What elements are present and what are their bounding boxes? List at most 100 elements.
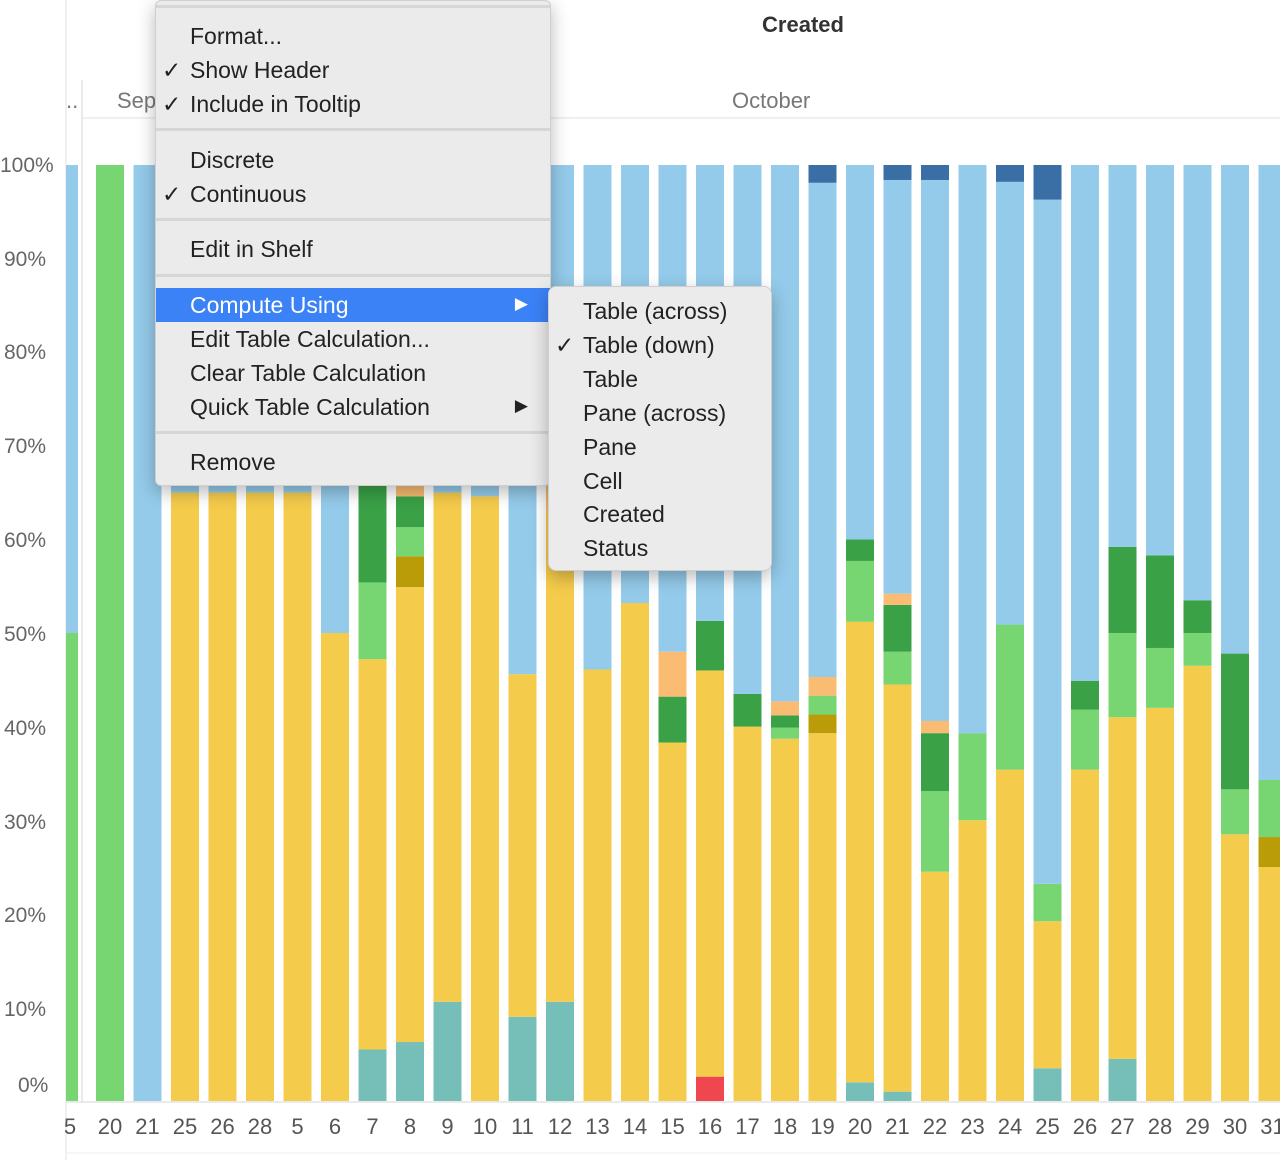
bar-segment-yellow[interactable]	[658, 742, 687, 1101]
menu-item-show-header[interactable]: ✓ Show Header	[162, 57, 330, 83]
bar-segment-teal[interactable]	[396, 1042, 424, 1101]
bar-segment-yellow[interactable]	[771, 738, 799, 1101]
bar-segment-yellow[interactable]	[1258, 867, 1280, 1101]
month-label-truncated[interactable]: ..	[66, 88, 79, 113]
month-label-september[interactable]: Sep	[117, 88, 157, 113]
bar-segment-dark-blue[interactable]	[1033, 165, 1062, 200]
bar-segment-yellow[interactable]	[621, 603, 649, 1101]
bar-segment-dark-blue[interactable]	[921, 165, 949, 180]
submenu-item-cell[interactable]: Cell	[583, 468, 623, 494]
submenu-item-status[interactable]: Status	[583, 535, 649, 561]
bar-segment-light-blue[interactable]	[846, 165, 874, 540]
bar-segment-orange[interactable]	[883, 593, 912, 605]
bar-segment-light-green[interactable]	[1221, 789, 1249, 835]
menu-item-continuous[interactable]: ✓ Continuous	[162, 181, 307, 207]
bar-segment-green[interactable]	[1146, 555, 1174, 648]
bar-segment-green[interactable]	[358, 484, 387, 583]
bar-segment-light-green[interactable]	[996, 624, 1024, 770]
menu-item-compute-using[interactable]: Compute Using ▶	[156, 288, 550, 322]
bar-segment-yellow[interactable]	[696, 670, 724, 1077]
bar-segment-green[interactable]	[883, 604, 912, 652]
bar-segment-yellow[interactable]	[246, 492, 274, 1102]
bar-segment-yellow[interactable]	[433, 492, 462, 1002]
bar-segment-light-blue[interactable]	[883, 179, 912, 594]
bar-segment-teal[interactable]	[846, 1082, 874, 1101]
bar-segment-orange[interactable]	[396, 486, 424, 497]
bar-segment-light-green[interactable]	[771, 727, 799, 739]
bar-segment-yellow[interactable]	[1183, 665, 1212, 1101]
bar-segment-green[interactable]	[1183, 600, 1212, 633]
submenu-item-pane-across[interactable]: Pane (across)	[583, 400, 727, 426]
bar-segment-light-green[interactable]	[846, 560, 874, 622]
menu-item-format[interactable]: Format...	[190, 23, 283, 49]
bar-segment-orange[interactable]	[808, 676, 837, 696]
submenu-item-table-across[interactable]: Table (across)	[583, 298, 728, 324]
menu-item-edit-in-shelf[interactable]: Edit in Shelf	[190, 236, 313, 262]
bar-segment-dark-blue[interactable]	[808, 165, 837, 183]
bar-segment-yellow[interactable]	[471, 496, 499, 1101]
submenu-item-pane[interactable]: Pane	[583, 434, 637, 460]
bar-segment-teal[interactable]	[433, 1001, 462, 1101]
bar-segment-light-blue[interactable]	[921, 179, 949, 721]
bar-segment-yellow[interactable]	[1071, 769, 1099, 1101]
bar-segment-orange[interactable]	[771, 701, 799, 716]
bar-segment-green[interactable]	[658, 696, 687, 743]
bar-segment-red[interactable]	[696, 1076, 724, 1101]
bar-segment-yellow[interactable]	[733, 726, 762, 1101]
bar-segment-yellow[interactable]	[1108, 717, 1137, 1059]
bar-segment-light-blue[interactable]	[1033, 199, 1062, 884]
menu-item-include-in-tooltip[interactable]: ✓ Include in Tooltip	[162, 91, 361, 117]
bar-segment-yellow[interactable]	[808, 733, 837, 1101]
bar-segment-teal[interactable]	[1108, 1058, 1137, 1101]
menu-item-edit-table-calculation[interactable]: Edit Table Calculation...	[190, 326, 430, 352]
bar-segment-teal[interactable]	[1033, 1068, 1062, 1101]
bar-segment-yellow[interactable]	[1033, 921, 1062, 1069]
bar-segment-light-green[interactable]	[396, 527, 424, 557]
bar-segment-light-blue[interactable]	[808, 182, 837, 677]
bar-segment-green[interactable]	[1071, 680, 1099, 710]
bar-segment-light-blue[interactable]	[771, 165, 799, 702]
bar-segment-light-green[interactable]	[1033, 883, 1062, 922]
submenu-item-table-down[interactable]: ✓ Table (down)	[555, 332, 715, 358]
bar-segment-light-blue[interactable]	[1146, 165, 1174, 556]
bar-segment-yellow[interactable]	[358, 659, 387, 1050]
bar-segment-yellow[interactable]	[1146, 707, 1174, 1101]
bar-segment-light-blue[interactable]	[958, 165, 987, 734]
bar-segment-light-blue[interactable]	[1183, 165, 1212, 601]
bar-segment-yellow[interactable]	[1221, 834, 1249, 1101]
bar-segment-light-green[interactable]	[958, 733, 987, 821]
bar-segment-yellow[interactable]	[283, 492, 312, 1102]
month-label-october[interactable]: October	[732, 88, 811, 113]
bar-segment-yellow[interactable]	[958, 820, 987, 1101]
bar-segment-teal[interactable]	[883, 1091, 912, 1101]
bar-segment-teal[interactable]	[546, 1001, 574, 1101]
bar-segment-green[interactable]	[1108, 546, 1137, 633]
bar-segment-light-green[interactable]	[96, 165, 124, 1101]
menu-item-quick-table-calculation[interactable]: Quick Table Calculation ▶	[190, 394, 528, 420]
bar-segment-yellow[interactable]	[171, 492, 199, 1102]
menu-item-discrete[interactable]: Discrete	[190, 147, 275, 173]
bar-segment-dark-blue[interactable]	[883, 165, 912, 180]
bar-segment-yellow[interactable]	[208, 492, 237, 1102]
bar-segment-yellow[interactable]	[321, 633, 349, 1101]
bar-segment-light-blue[interactable]	[1258, 165, 1280, 780]
bar-segment-yellow[interactable]	[846, 621, 874, 1083]
bar-segment-green[interactable]	[771, 715, 799, 728]
bar-segment-light-green[interactable]	[883, 651, 912, 685]
bar-segment-green[interactable]	[696, 620, 724, 671]
bar-segment-light-blue[interactable]	[1221, 165, 1249, 654]
bar-segment-green[interactable]	[846, 539, 874, 561]
bar-segment-green[interactable]	[921, 733, 949, 792]
bar-segment-green[interactable]	[733, 693, 762, 727]
bar-segment-light-green[interactable]	[1183, 633, 1212, 666]
menu-item-clear-table-calculation[interactable]: Clear Table Calculation	[190, 360, 427, 386]
bar-segment-yellow[interactable]	[996, 769, 1024, 1101]
bar-segment-green[interactable]	[396, 496, 424, 528]
bar-segment-olive[interactable]	[1258, 837, 1280, 867]
bar-segment-olive[interactable]	[396, 556, 424, 588]
bar-segment-light-green[interactable]	[1146, 647, 1174, 708]
bar-segment-orange[interactable]	[658, 651, 687, 697]
bar-segment-yellow[interactable]	[508, 674, 537, 1017]
bar-segment-light-green[interactable]	[921, 791, 949, 872]
bar-segment-teal[interactable]	[358, 1049, 387, 1101]
